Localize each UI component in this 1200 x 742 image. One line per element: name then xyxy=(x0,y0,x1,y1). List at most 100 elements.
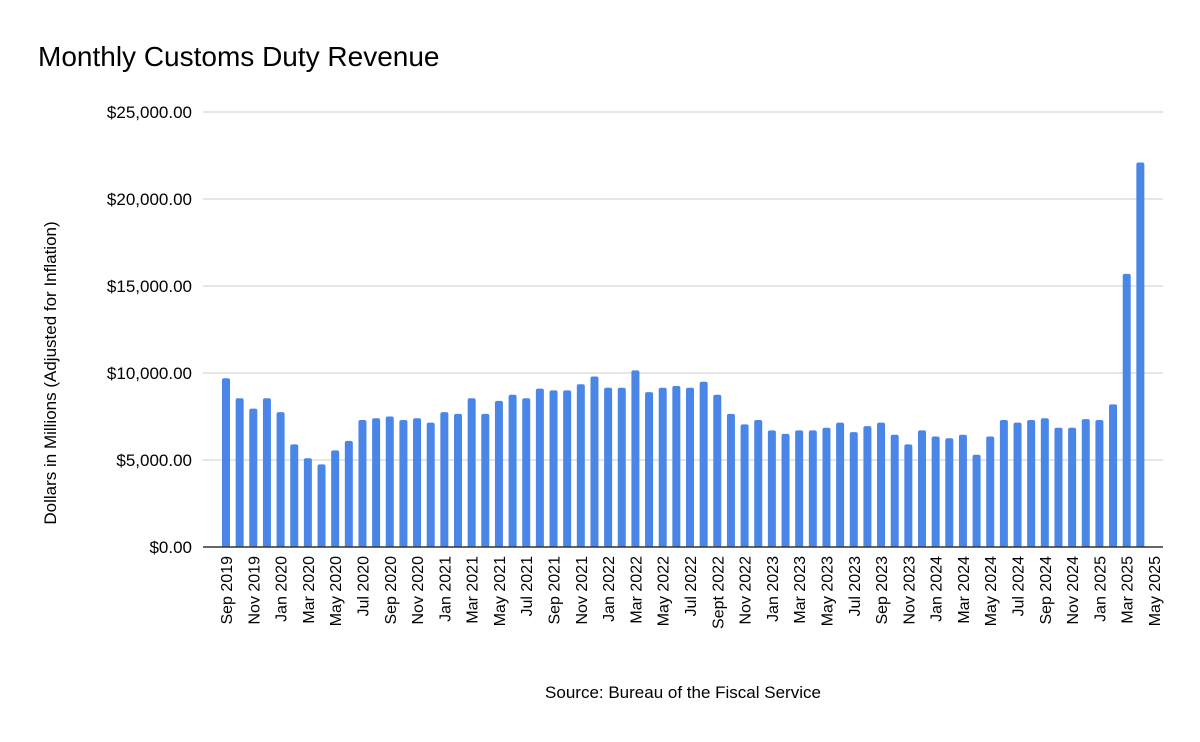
bar-aug-2021 xyxy=(535,388,544,547)
x-tick-label: May 2024 xyxy=(983,556,1000,626)
bar-mar-2024 xyxy=(958,434,967,547)
bar-sep-2021 xyxy=(549,390,558,547)
bar-feb-2023 xyxy=(781,433,790,547)
bar-aug-2022 xyxy=(699,381,708,547)
bar-nov-2021 xyxy=(576,384,585,547)
x-tick-label: May 2021 xyxy=(492,556,509,626)
bar-feb-2021 xyxy=(454,413,462,547)
bar-oct-2024 xyxy=(1054,427,1063,547)
bar-mar-2022 xyxy=(631,370,640,547)
x-tick-label: Jul 2023 xyxy=(847,556,864,617)
y-tick-label: $20,000.00 xyxy=(107,190,192,209)
x-tick-label: May 2020 xyxy=(328,556,345,626)
x-tick-label: Mar 2024 xyxy=(956,556,973,624)
x-tick-label: Nov 2019 xyxy=(246,556,263,625)
x-tick-label: Jan 2024 xyxy=(929,556,946,622)
bar-apr-2021 xyxy=(481,413,490,547)
bar-jun-2020 xyxy=(344,440,353,547)
gridlines xyxy=(203,111,1163,461)
x-tick-label: Sept 2022 xyxy=(710,556,727,629)
bar-nov-2023 xyxy=(904,444,913,547)
x-tick-label: Jul 2021 xyxy=(519,556,536,617)
bar-feb-2024 xyxy=(945,438,954,547)
bar-apr-2024 xyxy=(972,454,981,547)
bar-oct-2022 xyxy=(726,413,735,547)
bar-jun-2024 xyxy=(999,419,1008,547)
bars xyxy=(222,162,1145,547)
x-tick-label: Jan 2025 xyxy=(1092,556,1109,622)
y-tick-label: $5,000.00 xyxy=(116,451,192,470)
x-tick-label: Sep 2024 xyxy=(1038,556,1055,625)
x-tick-label: May 2022 xyxy=(656,556,673,626)
bar-dec-2024 xyxy=(1081,419,1090,547)
bar-dec-2020 xyxy=(426,422,435,547)
bar-oct-2019 xyxy=(235,398,244,547)
x-tick-label: Mar 2021 xyxy=(465,556,482,624)
bar-jun-2021 xyxy=(508,394,517,547)
x-tick-label: Nov 2021 xyxy=(574,556,591,625)
x-tick-label: May 2023 xyxy=(819,556,836,626)
bar-apr-2025 xyxy=(1136,162,1145,547)
source-note: Source: Bureau of the Fiscal Service xyxy=(545,683,821,702)
x-tick-label: Jan 2023 xyxy=(765,556,782,622)
bar-jul-2020 xyxy=(358,419,367,547)
x-tick-label: Jul 2022 xyxy=(683,556,700,617)
bar-jun-2022 xyxy=(672,386,681,547)
bar-jan-2025 xyxy=(1095,419,1104,547)
bar-may-2021 xyxy=(494,400,503,547)
x-tick-label: Sep 2021 xyxy=(547,556,564,625)
bar-sep-2019 xyxy=(222,378,230,547)
bar-dec-2021 xyxy=(590,376,599,547)
x-tick-label: Jan 2020 xyxy=(274,556,291,622)
bar-nov-2022 xyxy=(740,424,749,547)
bar-sep-2020 xyxy=(385,416,394,547)
bar-sep-2024 xyxy=(1040,418,1049,547)
x-tick-label: Nov 2023 xyxy=(901,556,918,625)
bar-mar-2021 xyxy=(467,398,476,547)
bar-sep-2023 xyxy=(877,422,886,547)
x-tick-label: Jan 2021 xyxy=(437,556,454,622)
x-tick-label: Nov 2020 xyxy=(410,556,427,625)
bar-jul-2022 xyxy=(686,387,694,547)
bar-aug-2024 xyxy=(1027,419,1036,547)
bar-nov-2024 xyxy=(1068,427,1077,547)
bar-jun-2023 xyxy=(836,422,845,547)
bar-jul-2023 xyxy=(849,432,858,547)
x-tick-label: Nov 2024 xyxy=(1065,556,1082,625)
x-tick-label: Jul 2020 xyxy=(355,556,372,617)
y-axis-label: Dollars in Millions (Adjusted for Inflat… xyxy=(41,221,60,524)
x-tick-label: Sep 2019 xyxy=(219,556,236,625)
bar-nov-2020 xyxy=(413,418,422,547)
bar-apr-2023 xyxy=(808,430,817,547)
bar-oct-2023 xyxy=(890,434,899,547)
y-tick-label: $25,000.00 xyxy=(107,103,192,122)
bar-may-2024 xyxy=(986,436,995,547)
bar-mar-2020 xyxy=(303,458,312,547)
bar-oct-2020 xyxy=(399,419,408,547)
bar-feb-2022 xyxy=(617,387,626,547)
bar-aug-2020 xyxy=(372,418,381,547)
bar-jul-2021 xyxy=(522,398,531,547)
x-tick-label: Nov 2022 xyxy=(738,556,755,625)
x-tick-label: May 2025 xyxy=(1147,556,1164,626)
bar-mar-2025 xyxy=(1122,273,1131,547)
bar-oct-2021 xyxy=(563,390,572,547)
bar-dec-2023 xyxy=(918,430,926,547)
x-tick-label: Jul 2024 xyxy=(1011,556,1028,617)
bar-mar-2023 xyxy=(795,430,804,547)
x-tick-label: Sep 2020 xyxy=(383,556,400,625)
bar-feb-2020 xyxy=(290,444,299,547)
bar-nov-2019 xyxy=(249,408,258,547)
bar-dec-2022 xyxy=(754,419,763,547)
bar-may-2023 xyxy=(822,427,831,547)
bar-feb-2025 xyxy=(1109,404,1118,547)
y-tick-label: $15,000.00 xyxy=(107,277,192,296)
bar-apr-2020 xyxy=(317,464,326,547)
x-tick-label: Mar 2023 xyxy=(792,556,809,624)
x-tick-label: Jan 2022 xyxy=(601,556,618,622)
bar-sept-2022 xyxy=(713,394,722,547)
chart-title: Monthly Customs Duty Revenue xyxy=(38,41,440,72)
bar-jan-2020 xyxy=(276,412,285,547)
bar-may-2022 xyxy=(658,387,667,547)
